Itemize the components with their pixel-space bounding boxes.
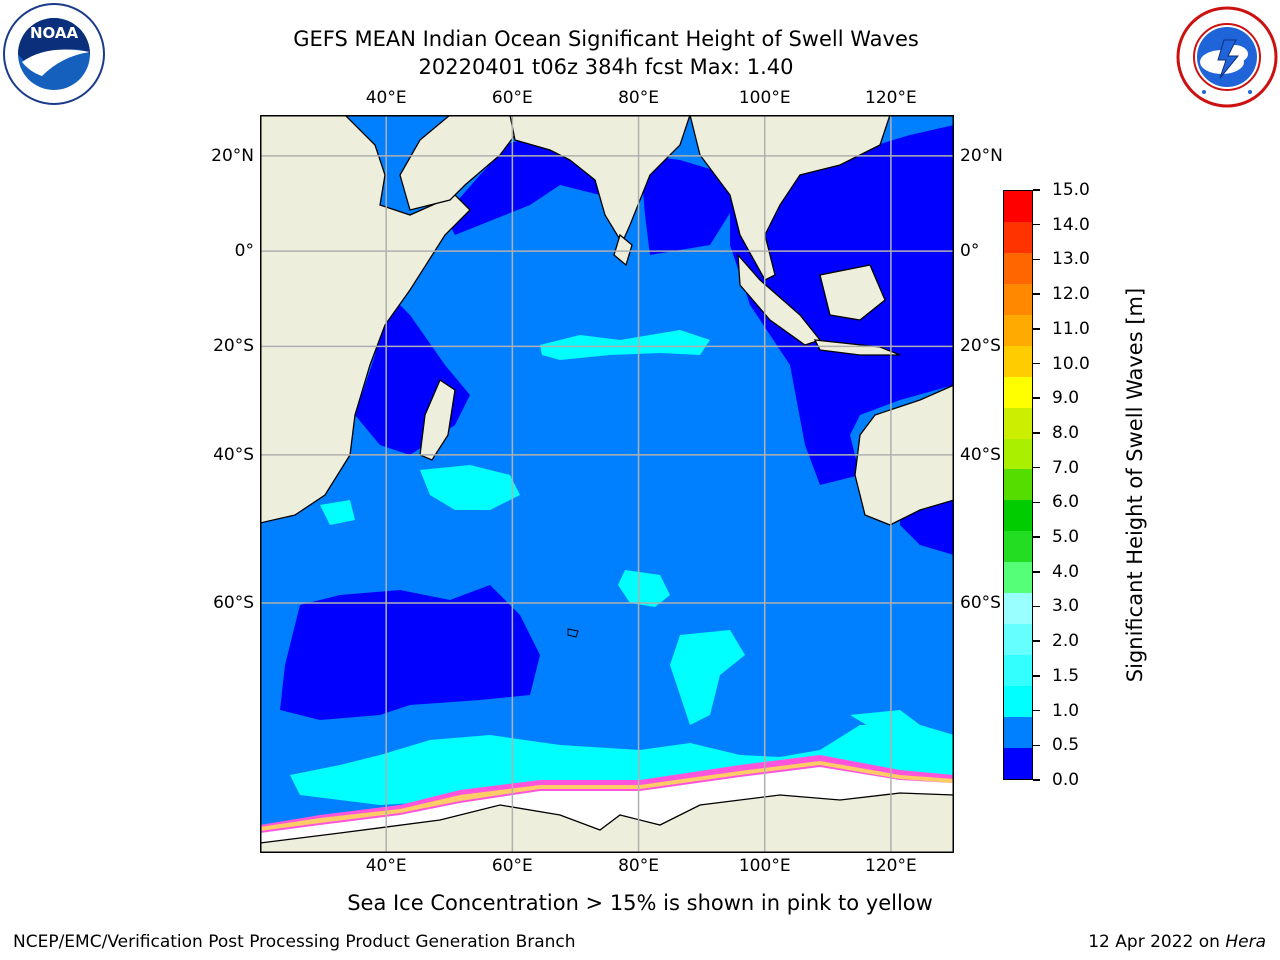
colorbar-segment	[1004, 438, 1032, 470]
colorbar-segment	[1004, 624, 1032, 656]
colorbar-segment	[1004, 655, 1032, 686]
colorbar-tick	[1033, 709, 1040, 712]
footer-machine: Hera	[1225, 932, 1266, 952]
colorbar-segment	[1004, 376, 1032, 408]
colorbar-tick	[1033, 328, 1040, 330]
colorbar-tick	[1033, 293, 1040, 295]
lat-tick-right: 20°N	[960, 145, 1003, 166]
colorbar-tick-label: 2.0	[1052, 631, 1080, 652]
colorbar-tick-label: 1.5	[1052, 665, 1080, 686]
colorbar-tick	[1033, 536, 1040, 538]
chart-subtitle: 20220401 t06z 384h fcst Max: 1.40	[418, 55, 794, 79]
colorbar-segment	[1004, 593, 1032, 625]
colorbar-segment	[1004, 252, 1032, 284]
lat-tick-left: 20°S	[213, 336, 254, 357]
lat-tick-left: 60°S	[213, 592, 254, 613]
colorbar-tick	[1033, 397, 1040, 399]
lon-tick-bottom: 80°E	[618, 856, 659, 876]
madagascar-land	[419, 379, 456, 461]
sea-ice-note: Sea Ice Concentration > 15% is shown in …	[347, 891, 933, 915]
footer-date-text: 12 Apr 2022 on	[1088, 932, 1226, 952]
colorbar-tick-label: 6.0	[1052, 492, 1080, 513]
africa-land	[259, 114, 471, 524]
colorbar-tick	[1033, 744, 1040, 747]
colorbar-tick	[1033, 258, 1040, 261]
colorbar-segment	[1004, 314, 1032, 346]
colorbar-tick-label: 11.0	[1052, 318, 1090, 339]
lon-tick-bottom: 100°E	[738, 856, 791, 876]
colorbar-tick-label: 4.0	[1052, 561, 1080, 582]
kerguelen-island	[567, 628, 579, 638]
colorbar-title: Significant Height of Swell Waves [m]	[1123, 287, 1147, 683]
colorbar-tick-label: 3.0	[1052, 596, 1080, 617]
colorbar-tick-label: 15.0	[1052, 180, 1090, 200]
colorbar-segment	[1004, 345, 1032, 377]
colorbar	[1003, 190, 1033, 780]
colorbar-segment	[1004, 500, 1032, 532]
graticule	[260, 115, 954, 853]
colorbar-tick-label: 8.0	[1052, 422, 1080, 443]
map-panel	[259, 114, 955, 854]
colorbar-tick-label: 13.0	[1052, 249, 1090, 270]
lon-tick-top: 60°E	[491, 88, 533, 108]
lat-tick-right: 40°S	[960, 444, 1001, 465]
india-land	[509, 114, 691, 245]
high-swell-regions	[290, 330, 954, 805]
colorbar-tick	[1033, 189, 1040, 191]
colorbar-tick	[1033, 501, 1040, 504]
lon-tick-top: 100°E	[738, 88, 791, 108]
lat-tick-left: 40°S	[213, 444, 254, 465]
colorbar-tick-label: 0.0	[1052, 770, 1080, 790]
lon-tick-top: 80°E	[618, 88, 659, 108]
colorbar-tick	[1033, 362, 1040, 365]
noaa-logo-text: NOAA	[30, 24, 79, 42]
colorbar-tick	[1033, 779, 1040, 781]
colorbar-segment	[1004, 716, 1032, 748]
colorbar-segment	[1004, 283, 1032, 315]
colorbar-segment	[1004, 407, 1032, 439]
colorbar-tick	[1033, 640, 1040, 642]
colorbar-tick-label: 10.0	[1052, 353, 1090, 374]
lat-tick-right: 0°	[960, 241, 980, 262]
colorbar-segment	[1004, 469, 1032, 501]
lon-tick-bottom: 60°E	[491, 856, 533, 876]
colorbar-tick	[1033, 605, 1040, 608]
colorbar-tick-label: 7.0	[1052, 457, 1080, 478]
lon-tick-top: 40°E	[365, 88, 407, 108]
colorbar-tick-label: 14.0	[1052, 214, 1090, 235]
lon-tick-top: 120°E	[865, 88, 917, 108]
lat-tick-left: 20°N	[211, 145, 254, 166]
map-frame	[260, 115, 954, 853]
lat-tick-left: 0°	[234, 241, 254, 262]
footer-date: 12 Apr 2022 on Hera	[1088, 932, 1266, 952]
nws-logo	[1176, 6, 1278, 108]
borneo-land	[819, 264, 886, 321]
colorbar-tick-label: 1.0	[1052, 700, 1080, 721]
chart-title: GEFS MEAN Indian Ocean Significant Heigh…	[293, 27, 919, 51]
colorbar-tick-label: 5.0	[1052, 527, 1080, 548]
lon-tick-bottom: 40°E	[365, 856, 407, 876]
colorbar-segment	[1004, 562, 1032, 594]
colorbar-tick-label: 9.0	[1052, 388, 1080, 409]
colorbar-segment	[1004, 531, 1032, 563]
colorbar-tick-label: 12.0	[1052, 284, 1090, 305]
footer-branch: NCEP/EMC/Verification Post Processing Pr…	[13, 932, 576, 952]
colorbar-segment	[1004, 221, 1032, 253]
colorbar-tick-label: 0.5	[1052, 735, 1080, 756]
lon-tick-bottom: 120°E	[865, 856, 917, 876]
sumatra-land	[737, 253, 822, 346]
colorbar-segment	[1004, 686, 1032, 717]
colorbar-tick	[1033, 675, 1040, 677]
lat-tick-right: 20°S	[960, 336, 1001, 357]
colorbar-segment	[1004, 747, 1032, 779]
map-svg	[259, 114, 955, 854]
colorbar-segment	[1004, 191, 1032, 222]
colorbar-tick	[1033, 571, 1040, 573]
colorbar-tick	[1033, 223, 1040, 226]
sri-lanka-land	[613, 233, 633, 267]
colorbar-tick	[1033, 466, 1040, 469]
lat-tick-right: 60°S	[960, 592, 1001, 613]
noaa-logo: NOAA	[2, 2, 106, 106]
colorbar-tick	[1033, 432, 1040, 434]
